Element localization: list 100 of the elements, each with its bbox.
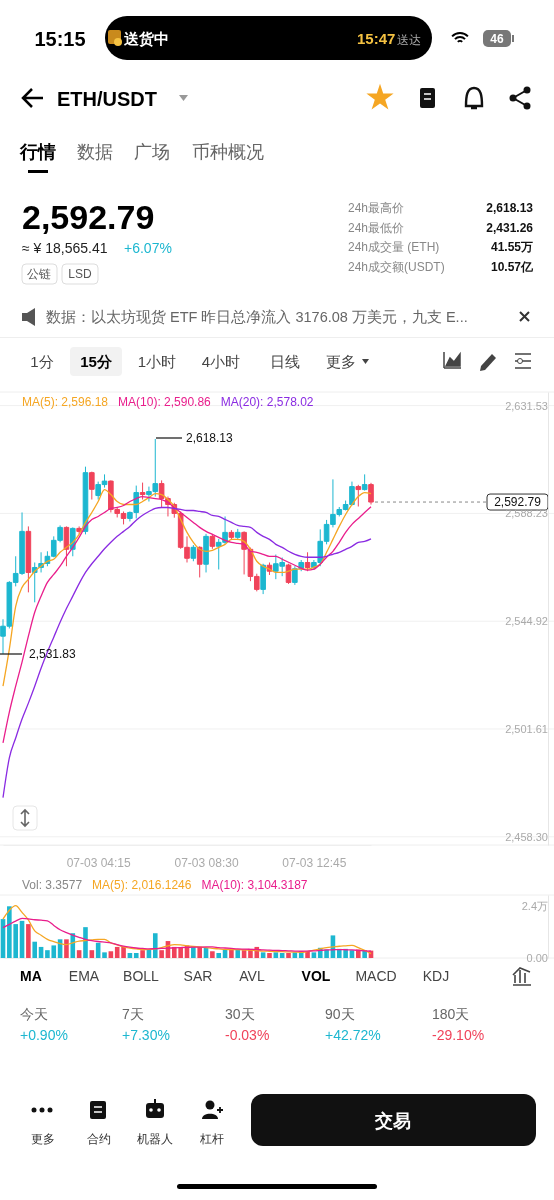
line-series	[2, 488, 372, 687]
y-tick-label: 2,458.30	[505, 830, 548, 843]
text: 公链	[27, 267, 51, 281]
text: BOLL	[123, 968, 160, 984]
text: LSD	[68, 267, 93, 281]
text: 合约	[87, 1132, 111, 1146]
candlestick	[63, 525, 70, 567]
line-series	[2, 917, 372, 952]
text: 15:15	[34, 28, 86, 50]
bar	[26, 924, 31, 958]
text: 10.57亿	[490, 260, 534, 274]
candlestick	[76, 525, 82, 535]
candlestick	[361, 473, 368, 492]
bar	[267, 953, 272, 958]
text: MA	[20, 968, 42, 984]
text: +7.30%	[122, 1027, 170, 1043]
text: 4小时	[201, 353, 241, 370]
text: SAR	[183, 968, 213, 984]
candlestick	[139, 482, 146, 501]
chart-title: ETH/USDT	[57, 88, 157, 110]
bar	[32, 941, 38, 958]
x-tick-label: 07-03 04:15	[66, 855, 132, 870]
candlestick	[203, 533, 209, 573]
candlestick	[304, 551, 311, 572]
x-tick-label: 07-03 12:45	[282, 855, 347, 870]
text: -0.03%	[225, 1027, 270, 1043]
candlestick	[31, 562, 38, 603]
bar	[216, 953, 222, 958]
text: 杠杆	[199, 1132, 224, 1146]
text: 46	[490, 32, 504, 46]
text: 24h成交额(USDT)	[348, 260, 445, 274]
y-tick-label: 2,588.23	[505, 507, 548, 520]
y-tick-label: 2,544.92	[505, 615, 548, 628]
line-series	[2, 495, 372, 744]
y-tick-label: 0.00	[526, 952, 548, 965]
candlestick	[209, 533, 216, 550]
y-tick-label: 2,631.53	[505, 399, 548, 412]
text: 2,618.13	[486, 201, 534, 215]
text: 更多	[326, 353, 356, 370]
bar	[108, 951, 114, 958]
bar	[229, 949, 234, 958]
text: ≈ ¥ 18,565.41	[22, 240, 108, 256]
text: 币种概况	[192, 142, 264, 162]
text: 1小时	[137, 353, 177, 370]
candlestick	[260, 563, 266, 595]
text: 行情	[19, 142, 56, 162]
candlestick	[228, 529, 235, 541]
candlestick	[234, 528, 241, 541]
bar	[235, 949, 241, 958]
bar	[159, 950, 164, 958]
text: 送达	[397, 33, 421, 47]
text: 数据：以太坊现货 ETF 昨日总净流入 3176.08 万美元，九支 E...	[46, 309, 468, 325]
category-label: 今天	[20, 1006, 48, 1022]
text: AVL	[239, 968, 265, 984]
text: MACD	[355, 968, 397, 984]
text: 24h最低价	[348, 221, 405, 235]
bar	[133, 953, 139, 958]
text: EMA	[68, 968, 100, 984]
text: 机器人	[137, 1132, 173, 1146]
bar	[260, 952, 266, 958]
text: +6.07%	[124, 240, 172, 256]
text: +42.72%	[325, 1027, 381, 1043]
candlestick	[196, 545, 203, 578]
text: -29.10%	[432, 1027, 485, 1043]
text: +0.90%	[20, 1027, 68, 1043]
text: 15分	[80, 353, 113, 370]
bar	[152, 933, 158, 958]
text: MA(5): 2,016.1246	[92, 878, 192, 892]
text: 数据	[77, 142, 113, 162]
bar	[140, 950, 145, 958]
text: 更多	[31, 1132, 55, 1146]
bar	[83, 927, 88, 958]
text: MA(5): 2,596.18	[22, 395, 109, 409]
line-series	[2, 506, 372, 799]
ref-line-label: 2,592.79	[494, 495, 542, 510]
annotation: 2,618.13	[186, 431, 234, 445]
x-tick-label: 07-03 08:30	[174, 855, 239, 870]
candlestick	[190, 544, 197, 562]
bar	[102, 952, 107, 958]
candlestick	[25, 525, 32, 593]
candlestick	[355, 484, 362, 507]
bar	[197, 946, 202, 958]
text: 广场	[134, 142, 170, 162]
line-series	[2, 905, 372, 955]
text: KDJ	[422, 968, 450, 984]
category-label: 90天	[325, 1006, 355, 1022]
candlestick	[368, 482, 374, 505]
text: 交易	[374, 1111, 411, 1131]
category-label: 180天	[432, 1006, 470, 1022]
bar	[70, 933, 76, 958]
y-tick-label: 2,501.61	[505, 723, 548, 736]
category-label: 7天	[122, 1006, 144, 1022]
candlestick	[89, 471, 95, 501]
bar	[286, 953, 291, 958]
text: 15:47	[357, 30, 396, 47]
y-tick-label: 2.4万	[521, 899, 548, 912]
text: MA(20): 2,578.02	[220, 395, 314, 409]
text: 41.55万	[490, 240, 533, 254]
bar	[210, 951, 215, 958]
bar	[273, 952, 279, 958]
